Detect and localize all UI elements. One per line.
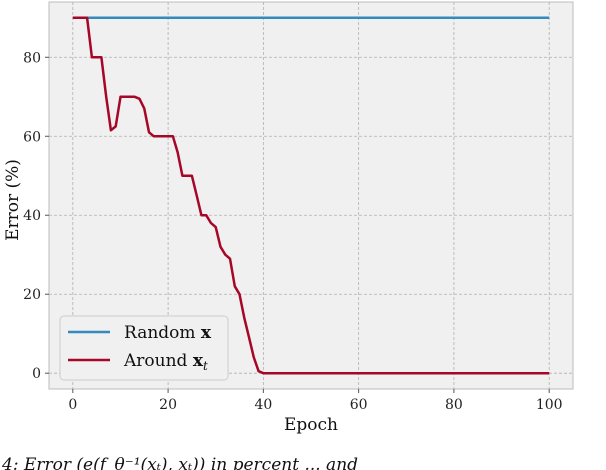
x-tick-label: 40 bbox=[254, 397, 272, 413]
y-tick-label: 60 bbox=[23, 129, 41, 145]
series-line-1 bbox=[72, 16, 550, 375]
x-tick-label: 100 bbox=[536, 397, 563, 413]
y-axis-label: Error (%) bbox=[3, 159, 23, 241]
figure-caption: 4: Error (e(f_θ⁻¹(xₜ), xₜ)) in percent .… bbox=[1, 455, 358, 470]
y-tick-label: 0 bbox=[32, 366, 41, 382]
x-tick-label: 20 bbox=[159, 397, 177, 413]
x-axis-label: Epoch bbox=[284, 415, 338, 435]
legend: Random x Around xt bbox=[59, 315, 229, 381]
x-tick-label: 60 bbox=[350, 397, 368, 413]
x-tick-label: 80 bbox=[445, 397, 463, 413]
y-tick-label: 20 bbox=[23, 287, 41, 303]
y-tick-label: 80 bbox=[23, 50, 41, 66]
x-axis-ticks: 0 20 40 60 80 100 bbox=[68, 389, 563, 413]
series-lines bbox=[72, 16, 550, 375]
x-tick-label: 0 bbox=[68, 397, 77, 413]
y-axis-ticks: 0 20 40 60 80 bbox=[23, 50, 49, 382]
y-tick-label: 40 bbox=[23, 208, 41, 224]
legend-label-around: Around xt bbox=[123, 351, 208, 373]
legend-label-random: Random x bbox=[124, 323, 212, 343]
